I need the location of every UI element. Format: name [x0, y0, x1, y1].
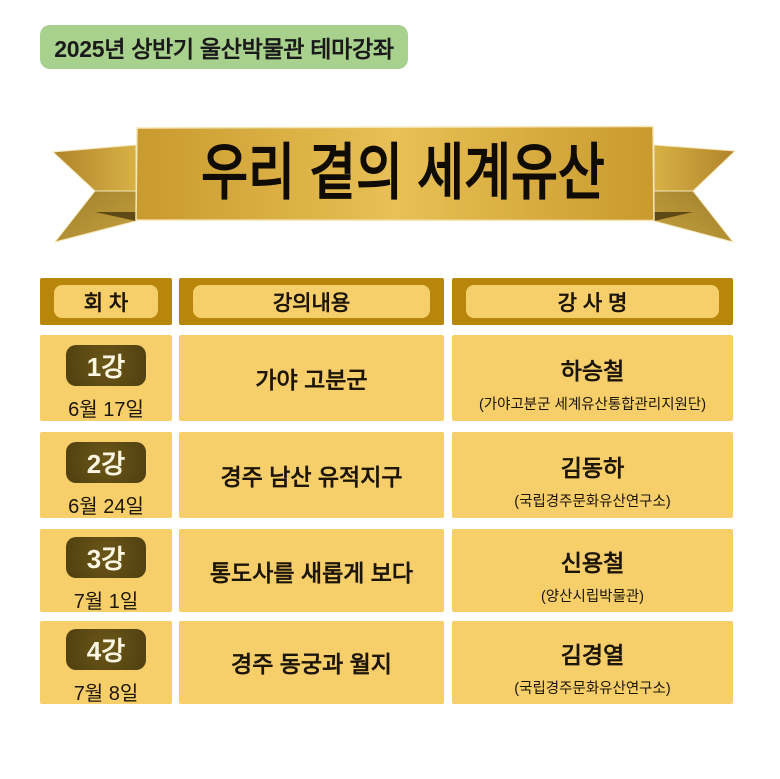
svg-text:우리 곁의 세계유산: 우리 곁의 세계유산 — [201, 138, 605, 206]
